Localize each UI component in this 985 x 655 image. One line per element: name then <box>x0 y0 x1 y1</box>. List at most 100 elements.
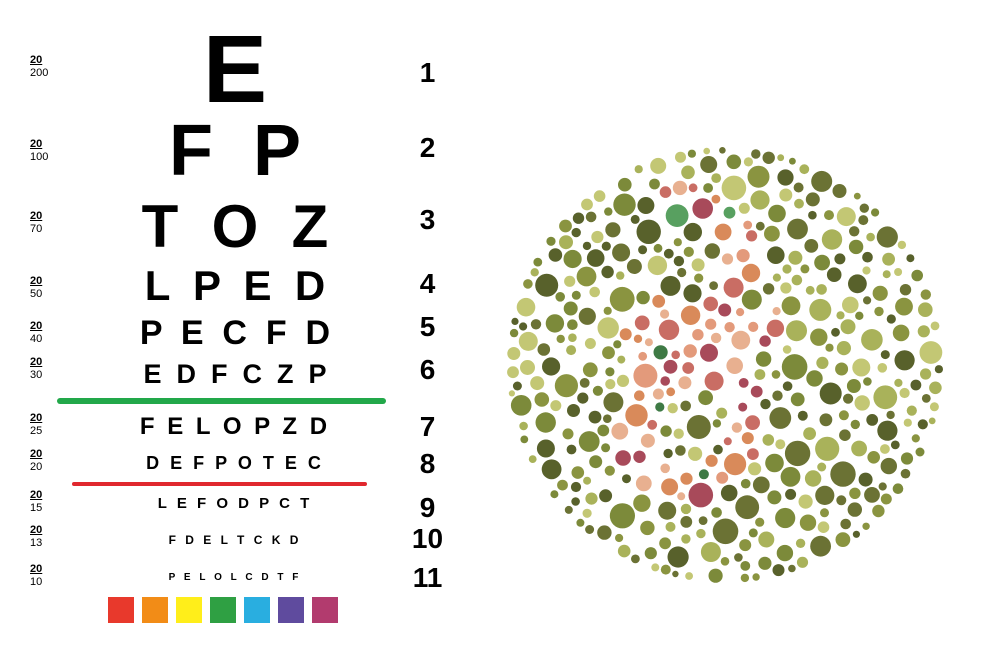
chart-row-3: 20 70 T O Z 3 <box>0 195 460 260</box>
plate-dot <box>582 508 592 518</box>
plate-dot <box>825 343 834 352</box>
plate-dot <box>647 255 668 276</box>
plate-dot <box>831 327 840 337</box>
plate-dot <box>609 503 635 529</box>
plate-dot <box>784 440 811 467</box>
plate-dot <box>752 573 760 581</box>
plate-dot <box>588 410 602 424</box>
color-swatch-red <box>108 597 134 623</box>
plate-dot <box>834 253 846 265</box>
acuity-numerator: 20 <box>30 524 43 536</box>
plate-dot <box>602 346 615 360</box>
plate-dot <box>709 281 718 290</box>
acuity-numerator: 20 <box>30 54 43 66</box>
plate-dot <box>571 466 585 479</box>
chart-letters: L P E D <box>144 262 326 309</box>
plate-dot <box>563 301 578 316</box>
plate-dot <box>793 182 804 193</box>
plate-dot <box>604 207 613 216</box>
eye-chart: 20 200 E 1 20 100 F P 2 20 70 T O Z 3 20 50 … <box>0 0 460 655</box>
plate-dot <box>892 324 910 342</box>
plate-dot <box>766 319 785 337</box>
plate-dot <box>644 547 657 560</box>
plate-dot <box>681 165 695 180</box>
plate-dot <box>755 517 765 527</box>
plate-dot <box>636 219 661 244</box>
plate-dot <box>677 267 687 278</box>
plate-dot <box>675 151 686 163</box>
plate-dot <box>566 444 577 455</box>
plate-dot <box>601 265 614 279</box>
plate-dot <box>578 431 600 452</box>
plate-dot <box>775 507 796 529</box>
plate-dot <box>803 427 816 440</box>
plate-dot <box>653 243 663 253</box>
plate-dot <box>900 468 911 479</box>
plate-dot <box>528 455 537 463</box>
plate-dot <box>597 317 619 339</box>
plate-dot <box>862 522 870 530</box>
plate-dot <box>817 521 830 533</box>
plate-dot <box>603 414 612 424</box>
plate-dot <box>798 494 813 509</box>
acuity-label: 20 20 <box>30 448 60 474</box>
acuity-label: 20 25 <box>30 412 60 438</box>
plate-dot <box>666 387 676 397</box>
plate-dot <box>731 422 743 433</box>
plate-dot <box>682 362 695 374</box>
chart-letters: P E C F D <box>139 314 331 352</box>
plate-dot <box>724 322 735 333</box>
plate-dot <box>849 487 861 499</box>
plate-dot <box>718 303 732 317</box>
plate-dot <box>862 251 873 263</box>
plate-dot <box>680 305 701 325</box>
plate-dot <box>613 340 622 349</box>
row-number: 6 <box>419 354 436 385</box>
plate-dot <box>746 230 758 242</box>
plate-dot <box>929 381 942 395</box>
plate-dot <box>918 302 933 317</box>
plate-dot <box>671 350 680 360</box>
plate-dot <box>853 192 861 200</box>
color-vision-test-plate <box>507 147 943 583</box>
plate-dot <box>748 528 758 538</box>
plate-dot <box>688 183 698 193</box>
plate-dot <box>796 556 809 568</box>
plate-dot <box>815 436 840 461</box>
plate-dot <box>687 149 696 158</box>
plate-dot <box>752 476 770 494</box>
row-number: 8 <box>419 448 436 479</box>
plate-dot <box>601 241 611 251</box>
plate-dot <box>564 505 573 514</box>
plate-dot <box>815 485 835 505</box>
chart-letters: P E L O L C D T F <box>168 572 302 583</box>
plate-dot <box>836 207 856 227</box>
plate-dot <box>700 156 718 173</box>
chart-row-9: 20 15 L E F O D P C T 9 <box>0 489 460 523</box>
plate-dot <box>762 151 775 164</box>
plate-dot <box>589 455 603 469</box>
plate-dot <box>665 521 676 532</box>
plate-dot <box>795 538 806 548</box>
plate-dot <box>507 347 521 360</box>
plate-dot <box>819 413 833 427</box>
plate-dot <box>712 419 722 428</box>
plate-dot <box>710 332 722 344</box>
acuity-numerator: 20 <box>30 412 43 424</box>
color-swatch-orange <box>142 597 168 623</box>
plate-dot <box>929 402 939 412</box>
plate-dot <box>920 289 931 300</box>
plate-dot <box>882 252 895 266</box>
plate-dot <box>571 290 581 300</box>
plate-dot <box>726 357 743 374</box>
plate-dot <box>772 390 783 401</box>
plate-dot <box>660 309 670 319</box>
plate-dot <box>660 564 671 575</box>
acuity-label: 20 30 <box>30 356 60 382</box>
plate-dot <box>563 249 582 269</box>
plate-dot <box>688 482 714 508</box>
plate-dot <box>754 369 766 380</box>
chart-row-5: 20 40 P E C F D 5 <box>0 312 460 353</box>
plate-dot <box>509 328 519 338</box>
plate-dot <box>899 387 910 399</box>
